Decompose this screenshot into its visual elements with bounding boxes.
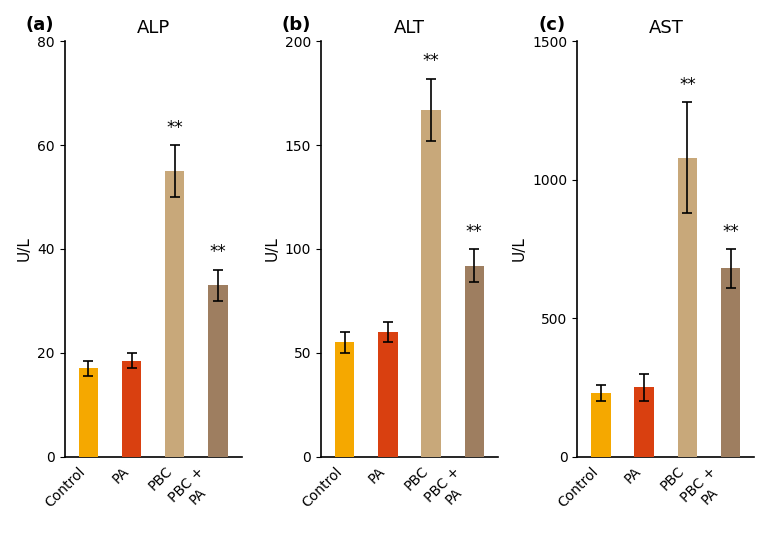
Y-axis label: U/L: U/L — [512, 237, 527, 261]
Text: **: ** — [679, 76, 695, 94]
Bar — [335, 342, 355, 457]
Bar — [721, 268, 740, 457]
Text: **: ** — [210, 244, 226, 261]
Title: ALT: ALT — [394, 19, 425, 37]
Text: **: ** — [423, 52, 439, 70]
Text: (b): (b) — [282, 17, 311, 34]
Title: ALP: ALP — [136, 19, 170, 37]
Text: **: ** — [466, 223, 483, 240]
Y-axis label: U/L: U/L — [264, 237, 279, 261]
Bar — [635, 387, 654, 457]
Bar — [165, 171, 184, 457]
Title: AST: AST — [648, 19, 683, 37]
Bar — [678, 158, 697, 457]
Text: **: ** — [167, 119, 183, 137]
Bar — [421, 110, 441, 457]
Bar — [378, 332, 398, 457]
Bar — [464, 265, 484, 457]
Bar — [208, 285, 227, 457]
Text: **: ** — [722, 223, 739, 240]
Text: (c): (c) — [538, 17, 565, 34]
Y-axis label: U/L: U/L — [17, 237, 32, 261]
Bar — [122, 360, 141, 457]
Bar — [591, 393, 611, 457]
Bar — [79, 368, 98, 457]
Text: (a): (a) — [25, 17, 54, 34]
